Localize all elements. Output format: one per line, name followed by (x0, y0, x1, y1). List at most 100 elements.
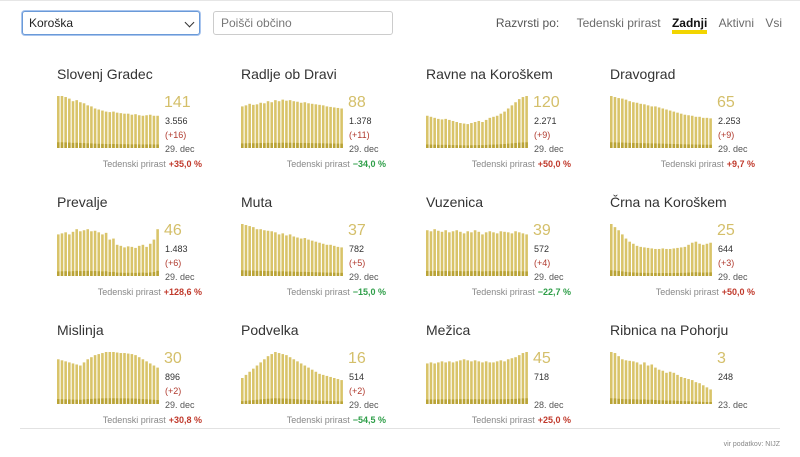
sparkline-bar (650, 364, 654, 404)
region-select[interactable]: Koroška (22, 11, 200, 35)
sparkline-bar (506, 108, 510, 148)
sparkline-bar-new (340, 143, 343, 148)
sparkline-bar (141, 115, 145, 148)
sparkline-bar-new (650, 272, 654, 276)
sort-option-aktivni[interactable]: Aktivni (718, 16, 754, 30)
sparkline-bar-new (303, 271, 307, 276)
sparkline-bar-new (451, 399, 455, 404)
municipality-name: Slovenj Gradec (57, 66, 153, 82)
sparkline-bar (325, 106, 329, 148)
sparkline-bar (82, 103, 86, 148)
sparkline-bar-new (145, 144, 148, 148)
sparkline-bar-new (668, 273, 672, 276)
municipality-card[interactable]: Črna na Koroškem 25 644 (+3) 29. dec Tedenski… (610, 194, 780, 309)
sort-option-zadnji[interactable]: Zadnji (671, 16, 708, 34)
weekly-growth-label: Tedenski prirast (660, 159, 724, 169)
sort-option-vsi[interactable]: Vsi (765, 16, 782, 30)
sparkline-bar-new (506, 271, 510, 276)
municipality-name: Ribnica na Pohorju (610, 322, 729, 338)
municipality-card[interactable]: Dravograd 65 2.253 (+9) 29. dec Tedenski prir… (610, 66, 780, 181)
sparkline-bar-new (613, 142, 617, 148)
sparkline-bar-new (495, 271, 499, 276)
sparkline-chart (57, 96, 159, 148)
sparkline-bar-new (617, 142, 620, 148)
sparkline-bar-new (484, 399, 488, 404)
sparkline-bar-new (134, 144, 137, 148)
sparkline-bar-new (296, 142, 299, 148)
daily-change: (+16) (165, 130, 187, 140)
sparkline-bar-new (130, 398, 134, 404)
sparkline-bar-new (470, 145, 473, 148)
sparkline-bar-new (64, 142, 67, 148)
sparkline-bar-new (510, 398, 514, 404)
municipality-card[interactable]: Prevalje 46 1.483 (+6) 29. dec Tedenski prira… (57, 194, 227, 309)
sparkline-bar (79, 231, 82, 276)
municipality-card[interactable]: Ribnica na Pohorju 3 248 23. dec (610, 322, 780, 437)
municipality-card[interactable]: Muta 37 782 (+5) 29. dec Tedenski prirast −15,… (241, 194, 411, 309)
sparkline-bar (75, 100, 78, 148)
sparkline-bar-new (506, 143, 510, 148)
sparkline-bar (437, 118, 440, 148)
sparkline-bar-new (307, 143, 310, 148)
municipality-card[interactable]: Ravne na Koroškem 120 2.271 (+9) 29. dec Tede… (426, 66, 596, 181)
sparkline-bar (75, 364, 78, 404)
sparkline-bar-new (639, 272, 643, 276)
sparkline-bar-new (503, 144, 506, 148)
sparkline-bar (610, 224, 613, 276)
municipality-name: Dravograd (610, 66, 676, 82)
sparkline-bar-new (288, 142, 292, 148)
sparkline-bar (672, 111, 676, 148)
municipality-name: Podvelka (241, 322, 299, 338)
sparkline-bar-new (119, 398, 123, 404)
search-input[interactable] (213, 11, 393, 35)
sparkline-bar-new (79, 271, 82, 276)
weekly-growth-label: Tedenski prirast (286, 287, 350, 297)
sparkline-bar-new (255, 270, 259, 276)
sparkline-bar-new (628, 272, 631, 276)
municipality-card[interactable]: Radlje ob Dravi 88 1.378 (+11) 29. dec Tedens… (241, 66, 411, 181)
sparkline-bar-new (325, 143, 329, 148)
sparkline-bar (119, 113, 123, 148)
sort-option-tedenski-prirast[interactable]: Tedenski prirast (576, 16, 661, 30)
municipality-card[interactable]: Slovenj Gradec 141 3.556 (+16) 29. dec Tedens… (57, 66, 227, 181)
sparkline-bar (694, 382, 698, 404)
sparkline-bar-new (679, 144, 683, 148)
sparkline-bar (148, 114, 152, 148)
sparkline-bar (255, 104, 259, 148)
sparkline-bar-new (71, 142, 75, 148)
sparkline-bar (503, 361, 506, 404)
sparkline-bar-new (455, 270, 459, 276)
municipality-card[interactable]: Podvelka 16 514 (+2) 29. dec Tedenski prirast… (241, 322, 411, 437)
municipality-card[interactable]: Vuzenica 39 572 (+4) 29. dec Tedenski prirast… (426, 194, 596, 309)
sparkline-bar (470, 232, 473, 276)
sparkline-bar (690, 380, 694, 404)
municipality-card[interactable]: Mislinja 30 896 (+2) 29. dec Tedenski prirast… (57, 322, 227, 437)
sparkline-bar-new (709, 402, 712, 404)
sparkline-bar (281, 354, 285, 404)
sparkline-bar (86, 105, 90, 148)
sparkline-bar-new (340, 401, 343, 404)
sparkline-bar (137, 357, 141, 404)
sparkline-bar (488, 231, 492, 276)
sparkline-bar (709, 118, 712, 148)
sparkline-bar (646, 247, 650, 276)
sparkline-bar (255, 365, 259, 404)
active-cases: 37 (348, 222, 366, 239)
sparkline-bar-new (646, 143, 650, 148)
sparkline-bar (492, 232, 495, 276)
sparkline-bar (134, 355, 137, 404)
sparkline-bar (123, 353, 126, 404)
sparkline-chart (426, 352, 528, 404)
sparkline-bar-new (152, 399, 156, 404)
total-cases: 782 (349, 244, 365, 254)
sparkline-bar (252, 227, 255, 276)
sparkline-bar-new (488, 399, 492, 404)
sparkline-bar-new (340, 272, 343, 276)
sparkline-bar (145, 115, 148, 148)
sparkline-bar (639, 364, 643, 404)
sparkline-bar-new (451, 145, 455, 148)
municipality-card[interactable]: Mežica 45 718 28. dec Tedenski prirast +25,0 … (426, 322, 596, 437)
sparkline-bar-new (152, 272, 156, 276)
sort-label: Razvrsti po: (495, 16, 560, 30)
sparkline-chart (241, 352, 343, 404)
